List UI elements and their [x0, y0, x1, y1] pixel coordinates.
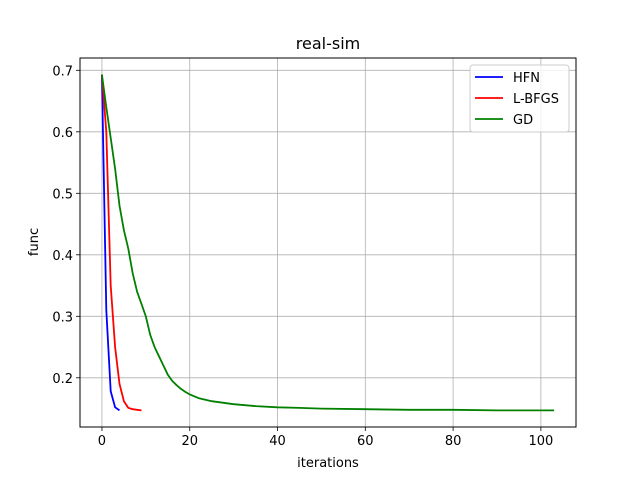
series-line-hfn	[101, 74, 121, 412]
x-tick-label: 40	[269, 434, 286, 449]
series-line-l-bfgs	[101, 74, 142, 412]
y-tick-label: 0.3	[52, 310, 73, 325]
y-axis-ticks: 0.2 0.3 0.4 0.5 0.6 0.7	[52, 64, 80, 387]
legend-box	[469, 64, 570, 133]
y-tick-label: 0.4	[52, 249, 73, 264]
y-axis-title: func	[27, 228, 42, 256]
legend-label-l-bfgs: L-BFGS	[513, 92, 559, 107]
series-line-gd	[101, 74, 555, 412]
legend: HFN L-BFGS GD	[469, 64, 570, 133]
y-tick-label: 0.5	[52, 187, 73, 202]
x-tick-label: 60	[357, 434, 374, 449]
x-tick-label: 100	[528, 434, 553, 449]
y-tick-label: 0.2	[52, 372, 73, 387]
legend-label-hfn: HFN	[513, 71, 540, 86]
chart-title: real-sim	[296, 34, 360, 53]
x-axis-title: iterations	[297, 456, 359, 471]
y-tick-label: 0.6	[52, 126, 73, 141]
y-tick-label: 0.7	[52, 64, 73, 79]
plot-area-frame	[79, 57, 577, 428]
series-lines	[101, 74, 555, 412]
x-axis-ticks: 0 20 40 60 80 100	[98, 427, 553, 449]
x-tick-label: 80	[445, 434, 462, 449]
x-tick-label: 20	[181, 434, 198, 449]
x-tick-label: 0	[98, 434, 106, 449]
legend-label-gd: GD	[513, 113, 533, 128]
